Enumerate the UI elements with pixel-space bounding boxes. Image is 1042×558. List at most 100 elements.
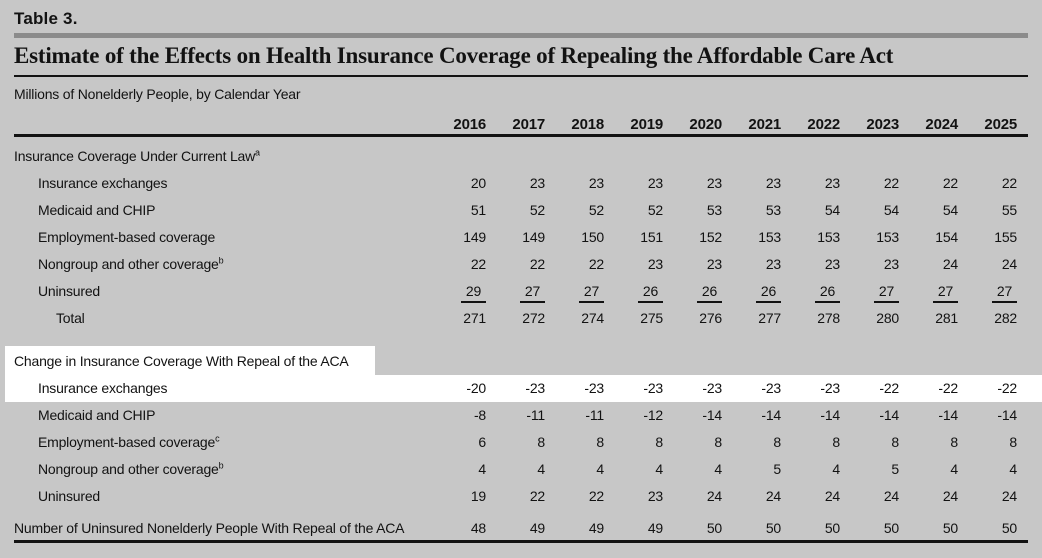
row-label: Total	[14, 305, 427, 332]
value-cell: -23	[761, 380, 781, 396]
row-label: Insurance exchanges	[14, 375, 427, 402]
table-row: Employment-based coveragec 6 8 8 8 8 8 8 8 8 8	[14, 429, 1028, 456]
underlined-value: 26	[756, 283, 781, 303]
table-title: Estimate of the Effects on Health Insura…	[14, 43, 894, 68]
table-subtitle: Millions of Nonelderly People, by Calend…	[14, 86, 301, 102]
value-cell: 54	[824, 202, 840, 218]
value-cell: 23	[824, 256, 840, 272]
value-cell: -14	[702, 407, 722, 423]
row-label: Nongroup and other coverageb	[14, 456, 427, 483]
value-cell: 49	[588, 520, 604, 536]
value-cell: 24	[824, 488, 840, 504]
value-cell: 51	[470, 202, 486, 218]
value-cell: 54	[883, 202, 899, 218]
empty-cell	[545, 143, 604, 170]
value-cell: -23	[702, 380, 722, 396]
value-cell: 8	[773, 434, 781, 450]
value-cell: 23	[647, 256, 663, 272]
year-row-spacer	[14, 116, 427, 134]
year-header-cell: 2022	[807, 116, 840, 133]
value-cell: 4	[1009, 461, 1017, 477]
table-row: Medicaid and CHIP 51 52 52 52 53 53 54 54 54 55	[14, 197, 1028, 224]
underlined-value: 27	[933, 283, 958, 303]
value-cell: 4	[655, 461, 663, 477]
value-cell: -23	[525, 380, 545, 396]
table-row: Employment-based coverage 149 149 150 151 152…	[14, 224, 1028, 251]
value-cell: 5	[891, 461, 899, 477]
table-body: Insurance Coverage Under Current Lawa Ins…	[5, 143, 1042, 510]
value-cell: 23	[647, 488, 663, 504]
empty-cell	[604, 348, 663, 375]
value-cell: 52	[647, 202, 663, 218]
empty-cell	[486, 348, 545, 375]
underlined-value: 26	[697, 283, 722, 303]
row-label-text: Employment-based coverage	[38, 434, 216, 450]
value-cell: 22	[470, 256, 486, 272]
value-cell: 49	[529, 520, 545, 536]
value-cell: 22	[529, 488, 545, 504]
value-cell: 24	[942, 488, 958, 504]
year-header-cell: 2020	[689, 116, 722, 133]
value-cell: 52	[588, 202, 604, 218]
row-label: Nongroup and other coverageb	[14, 251, 427, 278]
value-cell: 4	[478, 461, 486, 477]
value-cell: 4	[714, 461, 722, 477]
value-cell: 4	[596, 461, 604, 477]
value-cell: -14	[997, 407, 1017, 423]
value-cell: 282	[994, 310, 1017, 326]
value-cell: 8	[832, 434, 840, 450]
empty-cell	[722, 348, 781, 375]
value-cell: -14	[938, 407, 958, 423]
year-header-cell: 2016	[453, 116, 486, 133]
value-cell: 154	[935, 229, 958, 245]
row-label-text: Insurance Coverage Under Current Law	[14, 148, 256, 164]
row-label-text: Nongroup and other coverage	[38, 256, 219, 272]
value-cell: 152	[699, 229, 722, 245]
value-cell: 22	[883, 175, 899, 191]
value-cell: 27	[545, 278, 604, 305]
empty-cell	[899, 348, 958, 375]
underlined-value: 26	[638, 283, 663, 303]
row-label: Employment-based coverage	[14, 224, 427, 251]
value-cell: 23	[706, 256, 722, 272]
value-cell: -23	[643, 380, 663, 396]
row-label-text: Medicaid and CHIP	[38, 407, 156, 423]
value-cell: 271	[463, 310, 486, 326]
year-header-cell: 2018	[571, 116, 604, 133]
row-label-text: Insurance exchanges	[38, 380, 168, 396]
value-cell: 153	[817, 229, 840, 245]
value-cell: 24	[706, 488, 722, 504]
empty-cell	[545, 348, 604, 375]
value-cell: 8	[891, 434, 899, 450]
value-cell: 149	[522, 229, 545, 245]
value-cell: 50	[824, 520, 840, 536]
value-cell: 149	[463, 229, 486, 245]
value-cell: 26	[663, 278, 722, 305]
value-cell: 276	[699, 310, 722, 326]
value-cell: 277	[758, 310, 781, 326]
value-cell: 24	[1001, 488, 1017, 504]
empty-cell	[958, 348, 1017, 375]
value-cell: -22	[879, 380, 899, 396]
empty-cell	[840, 348, 899, 375]
value-cell: -22	[938, 380, 958, 396]
value-cell: 153	[758, 229, 781, 245]
value-cell: 155	[994, 229, 1017, 245]
row-label: Insurance exchanges	[14, 170, 427, 197]
value-cell: 24	[942, 256, 958, 272]
empty-cell	[427, 143, 486, 170]
underlined-value: 26	[815, 283, 840, 303]
column-header-rule	[14, 134, 1028, 137]
empty-cell	[781, 348, 840, 375]
underlined-value: 27	[579, 283, 604, 303]
footnote-marker: a	[255, 147, 261, 158]
value-cell: 53	[765, 202, 781, 218]
row-label: Uninsured	[14, 483, 427, 510]
selection-highlight	[5, 346, 375, 375]
value-cell: 23	[529, 175, 545, 191]
underlined-value: 27	[992, 283, 1017, 303]
empty-cell	[486, 143, 545, 170]
empty-cell	[781, 143, 840, 170]
value-cell: 50	[1001, 520, 1017, 536]
row-label-text: Nongroup and other coverage	[38, 461, 219, 477]
